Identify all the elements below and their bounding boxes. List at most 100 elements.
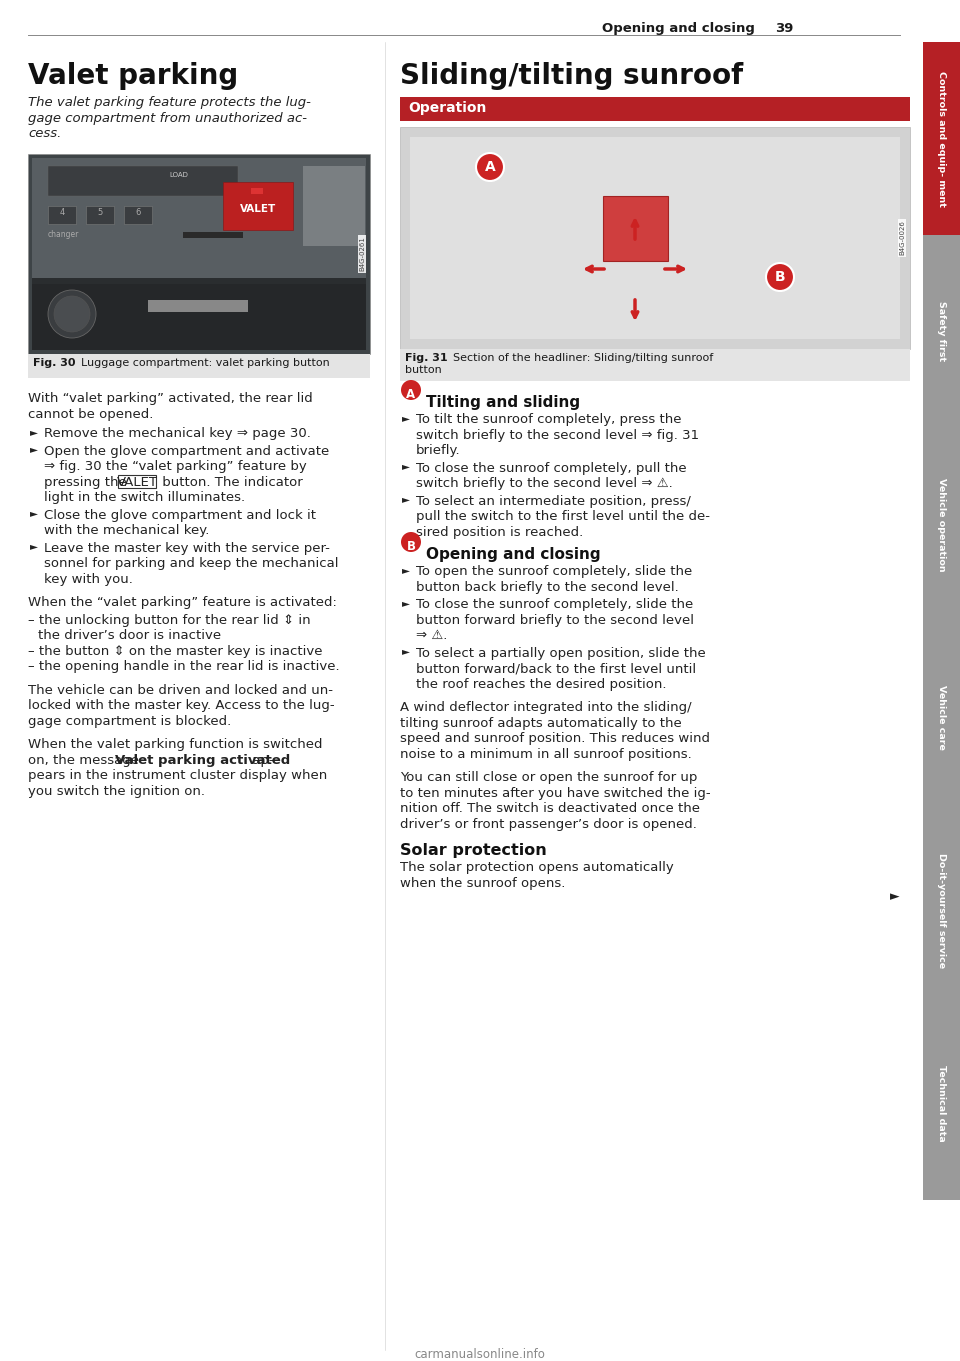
Text: noise to a minimum in all sunroof positions.: noise to a minimum in all sunroof positi…: [400, 747, 692, 761]
Text: B: B: [406, 540, 416, 553]
Bar: [28, 154, 370, 354]
Bar: [118, 475, 156, 487]
Text: to ten minutes after you have switched the ig-: to ten minutes after you have switched t…: [400, 787, 710, 799]
Text: sonnel for parking and keep the mechanical: sonnel for parking and keep the mechanic…: [44, 557, 339, 570]
Bar: [923, 42, 960, 235]
Text: 6: 6: [135, 208, 141, 216]
Text: pressing the: pressing the: [44, 475, 131, 489]
Text: B: B: [775, 269, 785, 284]
Text: Do-it-yourself service: Do-it-yourself service: [937, 853, 946, 968]
Text: locked with the master key. Access to the lug-: locked with the master key. Access to th…: [28, 700, 335, 712]
Bar: [303, 166, 365, 246]
Circle shape: [54, 295, 90, 332]
Text: With “valet parking” activated, the rear lid: With “valet parking” activated, the rear…: [28, 392, 313, 406]
Bar: [923, 621, 960, 814]
Text: tilting sunroof adapts automatically to the: tilting sunroof adapts automatically to …: [400, 716, 682, 729]
Bar: [603, 196, 668, 261]
Bar: [400, 97, 910, 121]
Bar: [923, 1007, 960, 1200]
Circle shape: [401, 380, 421, 400]
Text: ►: ►: [402, 412, 410, 423]
Text: nition off. The switch is deactivated once the: nition off. The switch is deactivated on…: [400, 802, 700, 815]
Text: Remove the mechanical key ⇒ page 30.: Remove the mechanical key ⇒ page 30.: [44, 427, 311, 440]
Text: To select an intermediate position, press/: To select an intermediate position, pres…: [416, 494, 691, 508]
Bar: [28, 354, 370, 378]
Text: To tilt the sunroof completely, press the: To tilt the sunroof completely, press th…: [416, 412, 682, 426]
Circle shape: [476, 152, 504, 181]
Text: A: A: [406, 388, 416, 401]
Bar: [923, 814, 960, 1007]
Text: key with you.: key with you.: [44, 573, 132, 585]
Text: Opening and closing: Opening and closing: [426, 547, 601, 562]
Text: – the unlocking button for the rear lid ⇕ in: – the unlocking button for the rear lid …: [28, 614, 311, 626]
Text: Section of the headliner: Sliding/tilting sunroof: Section of the headliner: Sliding/tiltin…: [446, 352, 713, 363]
Bar: [48, 166, 238, 196]
Text: LOAD: LOAD: [169, 171, 188, 178]
Text: Valet parking activated: Valet parking activated: [115, 754, 290, 766]
Text: Safety first: Safety first: [937, 301, 946, 362]
Text: the driver’s door is inactive: the driver’s door is inactive: [38, 629, 221, 642]
Text: ►: ►: [30, 542, 38, 551]
Text: A: A: [485, 161, 495, 174]
Bar: [400, 127, 910, 348]
Text: Vehicle care: Vehicle care: [937, 685, 946, 750]
Text: To select a partially open position, slide the: To select a partially open position, sli…: [416, 646, 706, 660]
Text: sired position is reached.: sired position is reached.: [416, 525, 584, 539]
Bar: [32, 158, 366, 278]
Text: Tilting and sliding: Tilting and sliding: [426, 395, 580, 410]
Text: ap-: ap-: [248, 754, 274, 766]
Text: ►: ►: [30, 509, 38, 519]
Text: Vehicle operation: Vehicle operation: [937, 478, 946, 572]
Text: changer: changer: [48, 230, 80, 240]
Bar: [923, 235, 960, 427]
Circle shape: [401, 532, 421, 553]
Text: Technical data: Technical data: [937, 1066, 946, 1142]
Text: Operation: Operation: [408, 101, 487, 114]
Text: Opening and closing: Opening and closing: [602, 22, 755, 35]
Text: VALET: VALET: [240, 204, 276, 214]
Text: briefly.: briefly.: [416, 444, 461, 457]
Bar: [183, 231, 243, 238]
Text: Valet parking: Valet parking: [28, 63, 238, 90]
Text: A wind deflector integrated into the sliding/: A wind deflector integrated into the sli…: [400, 701, 691, 715]
Text: Leave the master key with the service per-: Leave the master key with the service pe…: [44, 542, 330, 554]
Text: 5: 5: [97, 208, 103, 216]
Bar: [251, 188, 263, 195]
Text: Open the glove compartment and activate: Open the glove compartment and activate: [44, 445, 329, 457]
Text: When the valet parking function is switched: When the valet parking function is switc…: [28, 738, 323, 751]
Text: Fig. 31: Fig. 31: [405, 352, 447, 363]
Text: Solar protection: Solar protection: [400, 842, 547, 857]
Text: ►: ►: [890, 890, 900, 902]
Text: pull the switch to the first level until the de-: pull the switch to the first level until…: [416, 510, 710, 523]
Text: cess.: cess.: [28, 127, 61, 140]
Text: ►: ►: [402, 461, 410, 471]
Text: To close the sunroof completely, pull the: To close the sunroof completely, pull th…: [416, 461, 686, 475]
Text: when the sunroof opens.: when the sunroof opens.: [400, 876, 565, 890]
Bar: [410, 137, 900, 339]
Text: ►: ►: [402, 597, 410, 608]
Text: on, the message: on, the message: [28, 754, 143, 766]
Text: Sliding/tilting sunroof: Sliding/tilting sunroof: [400, 63, 743, 90]
Circle shape: [48, 290, 96, 338]
Bar: [86, 206, 114, 225]
Text: button: button: [405, 365, 442, 376]
Text: cannot be opened.: cannot be opened.: [28, 407, 154, 421]
Text: 4: 4: [60, 208, 64, 216]
Text: ⇒ fig. 30 the “valet parking” feature by: ⇒ fig. 30 the “valet parking” feature by: [44, 460, 307, 474]
Text: – the button ⇕ on the master key is inactive: – the button ⇕ on the master key is inac…: [28, 645, 323, 657]
Text: button. The indicator: button. The indicator: [158, 475, 302, 489]
Text: Luggage compartment: valet parking button: Luggage compartment: valet parking butto…: [74, 358, 329, 367]
Text: light in the switch illuminates.: light in the switch illuminates.: [44, 491, 245, 504]
Text: 39: 39: [775, 22, 793, 35]
Text: – the opening handle in the rear lid is inactive.: – the opening handle in the rear lid is …: [28, 660, 340, 672]
Text: pears in the instrument cluster display when: pears in the instrument cluster display …: [28, 769, 327, 783]
Bar: [48, 206, 76, 225]
Bar: [923, 427, 960, 621]
Text: you switch the ignition on.: you switch the ignition on.: [28, 784, 205, 798]
Circle shape: [766, 263, 794, 291]
Text: switch briefly to the second level ⇒ fig. 31: switch briefly to the second level ⇒ fig…: [416, 429, 699, 441]
Text: ⇒ ⚠.: ⇒ ⚠.: [416, 629, 447, 642]
Text: button forward/back to the first level until: button forward/back to the first level u…: [416, 661, 696, 675]
Text: button forward briefly to the second level: button forward briefly to the second lev…: [416, 614, 694, 626]
Text: speed and sunroof position. This reduces wind: speed and sunroof position. This reduces…: [400, 732, 710, 744]
